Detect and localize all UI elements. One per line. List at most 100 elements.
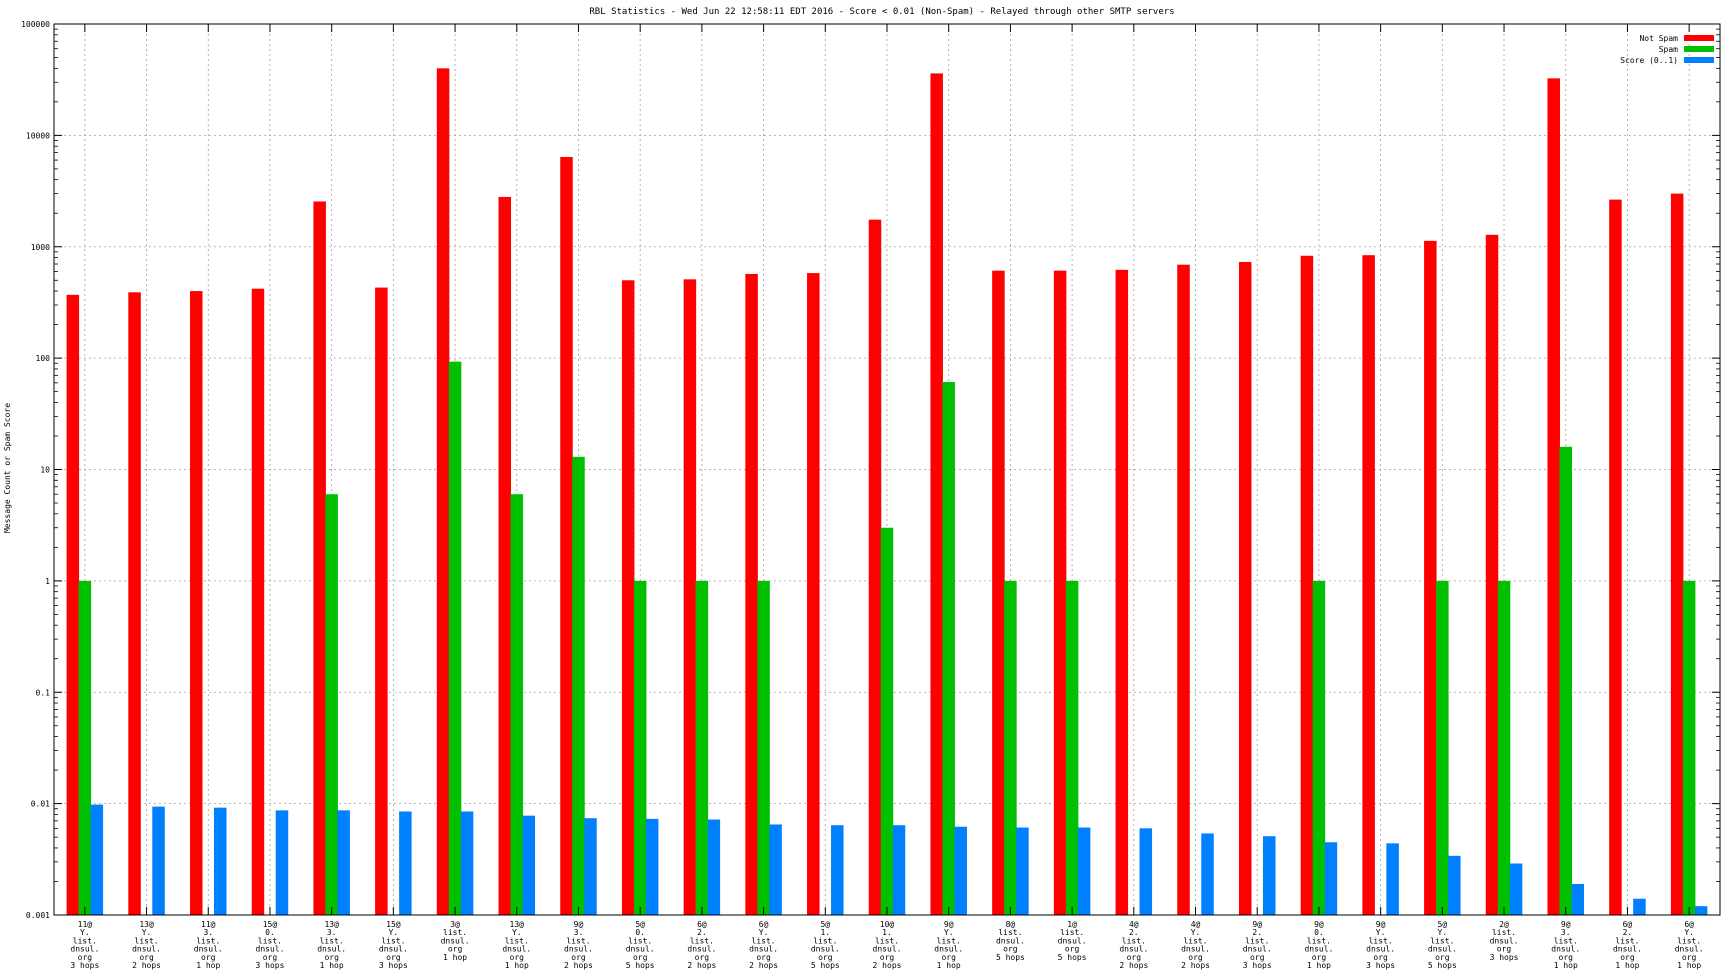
legend-swatch bbox=[1684, 46, 1714, 52]
bar-not-spam bbox=[375, 287, 388, 915]
x-tick-label: 1@ list. dnsul. org 5 hops bbox=[1058, 920, 1087, 962]
y-tick-label: 0.001 bbox=[26, 911, 50, 920]
x-tick-label: 11@ Y. list. dnsul. org 3 hops bbox=[70, 920, 99, 970]
bar-score bbox=[1509, 863, 1523, 915]
x-tick-label: 6@ Y. list. dnsul. org 1 hop bbox=[1675, 920, 1704, 970]
bar-score bbox=[214, 807, 227, 915]
bar-not-spam bbox=[1115, 269, 1129, 915]
x-tick-label: 8@ list. dnsul. org 5 hops bbox=[996, 920, 1025, 962]
bar-not-spam bbox=[1609, 199, 1622, 916]
x-tick-label: 9@ Y. list. dnsul. org 1 hop bbox=[934, 920, 963, 970]
bar-not-spam bbox=[1424, 240, 1437, 916]
x-tick-label: 11@ 3. list. dnsul. org 1 hop bbox=[194, 920, 223, 970]
x-tick-label: 9@ 2. list. dnsul. org 3 hops bbox=[1243, 920, 1272, 970]
y-tick-label: 100000 bbox=[21, 20, 50, 29]
bar-score bbox=[707, 819, 721, 915]
bar-not-spam bbox=[436, 68, 450, 916]
bar-score bbox=[522, 815, 536, 915]
bar-not-spam bbox=[313, 201, 326, 916]
chart-title: RBL Statistics - Wed Jun 22 12:58:11 EDT… bbox=[589, 7, 1174, 17]
x-tick-label: 15@ Y. list. dnsul. org 3 hops bbox=[379, 920, 408, 970]
bar-score bbox=[1386, 843, 1399, 915]
bar-spam bbox=[695, 580, 709, 915]
bar-not-spam bbox=[683, 279, 697, 916]
bar-spam bbox=[572, 456, 585, 915]
bar-not-spam bbox=[1362, 255, 1375, 915]
bar-score bbox=[769, 824, 782, 915]
bar-not-spam bbox=[1238, 261, 1252, 915]
legend-swatch bbox=[1684, 35, 1714, 41]
bars bbox=[66, 68, 1708, 916]
bar-score bbox=[892, 825, 906, 915]
bar-spam bbox=[1682, 580, 1696, 915]
legend-swatch bbox=[1684, 57, 1714, 63]
x-tick-label: 13@ Y. list. dnsul. org 2 hops bbox=[132, 920, 161, 970]
bar-not-spam bbox=[1670, 193, 1684, 916]
bar-spam bbox=[448, 361, 462, 915]
bar-not-spam bbox=[868, 219, 882, 915]
y-tick-label: 0.1 bbox=[36, 688, 51, 697]
bar-not-spam bbox=[1485, 234, 1499, 915]
bar-score bbox=[1571, 883, 1584, 915]
x-tick-label: 9@ 3. list. dnsul. org 1 hop bbox=[1551, 920, 1580, 970]
bar-not-spam bbox=[1300, 255, 1314, 915]
x-tick-label: 9@ 3. list. dnsul. org 2 hops bbox=[564, 920, 593, 970]
bar-score bbox=[584, 818, 597, 915]
x-tick-label: 9@ Y. list. dnsul. org 3 hops bbox=[1366, 920, 1395, 970]
bar-score bbox=[1324, 842, 1338, 915]
legend-label: Spam bbox=[1659, 45, 1678, 54]
bar-score bbox=[1262, 836, 1276, 915]
bar-score bbox=[954, 826, 967, 915]
bar-not-spam bbox=[128, 292, 141, 915]
y-tick-label: 10 bbox=[40, 466, 50, 475]
bar-score bbox=[1139, 828, 1153, 915]
legend: Not Spam Spam Score (0..1) bbox=[1620, 34, 1714, 65]
x-tick-label: 13@ 3. list. dnsul. org 1 hop bbox=[317, 920, 346, 970]
bar-spam bbox=[942, 382, 955, 915]
bar-spam bbox=[633, 580, 647, 915]
bar-not-spam bbox=[1177, 264, 1190, 915]
axis-ticks: 0.001 0.01 0.1 1 10 100 1000 10000 100000 11@ Y. li… bbox=[21, 20, 1720, 970]
bar-spam bbox=[510, 494, 524, 915]
bar-score bbox=[1633, 898, 1646, 915]
y-tick-label: 10000 bbox=[26, 131, 50, 140]
bar-spam bbox=[325, 494, 338, 915]
bar-not-spam bbox=[745, 273, 758, 915]
bar-spam bbox=[1004, 580, 1017, 915]
x-tick-label: 5@ 0. list. dnsul. org 5 hops bbox=[626, 920, 655, 970]
bar-not-spam bbox=[66, 294, 80, 915]
bar-score bbox=[399, 811, 412, 915]
bar-score bbox=[1201, 833, 1214, 915]
bar-score bbox=[831, 825, 844, 915]
bar-spam bbox=[78, 580, 92, 915]
bar-score bbox=[1448, 855, 1461, 915]
x-tick-label: 4@ Y. list. dnsul. org 2 hops bbox=[1181, 920, 1210, 970]
x-tick-label: 15@ 0. list. dnsul. org 3 hops bbox=[256, 920, 285, 970]
bar-score bbox=[152, 806, 165, 915]
bar-not-spam bbox=[1547, 78, 1560, 915]
bar-not-spam bbox=[498, 196, 512, 916]
bar-score bbox=[1016, 827, 1029, 915]
x-tick-label: 4@ 2. list. dnsul. org 2 hops bbox=[1119, 920, 1148, 970]
bar-spam bbox=[1436, 580, 1449, 915]
bar-spam bbox=[1559, 446, 1572, 915]
x-tick-label: 3@ list. dnsul. org 1 hop bbox=[441, 920, 470, 962]
bar-not-spam bbox=[992, 270, 1005, 915]
x-tick-label: 6@ 2. list. dnsul. org 2 hops bbox=[687, 920, 716, 970]
bar-score bbox=[1694, 906, 1708, 915]
x-tick-label: 2@ list. dnsul. org 3 hops bbox=[1490, 920, 1519, 962]
bar-not-spam bbox=[190, 291, 203, 915]
y-tick-label: 1 bbox=[45, 577, 50, 586]
x-tick-label: 10@ 1. list. dnsul. org 2 hops bbox=[873, 920, 902, 970]
bar-not-spam bbox=[560, 156, 573, 916]
bar-score bbox=[1077, 827, 1091, 915]
bar-not-spam bbox=[807, 273, 820, 915]
bar-spam bbox=[757, 580, 770, 915]
bar-score bbox=[645, 818, 659, 915]
x-tick-label: 5@ 1. list. dnsul. org 5 hops bbox=[811, 920, 840, 970]
y-tick-label: 100 bbox=[36, 354, 51, 363]
bar-score bbox=[460, 811, 474, 915]
x-tick-label: 9@ 0. list. dnsul. org 1 hop bbox=[1304, 920, 1333, 970]
